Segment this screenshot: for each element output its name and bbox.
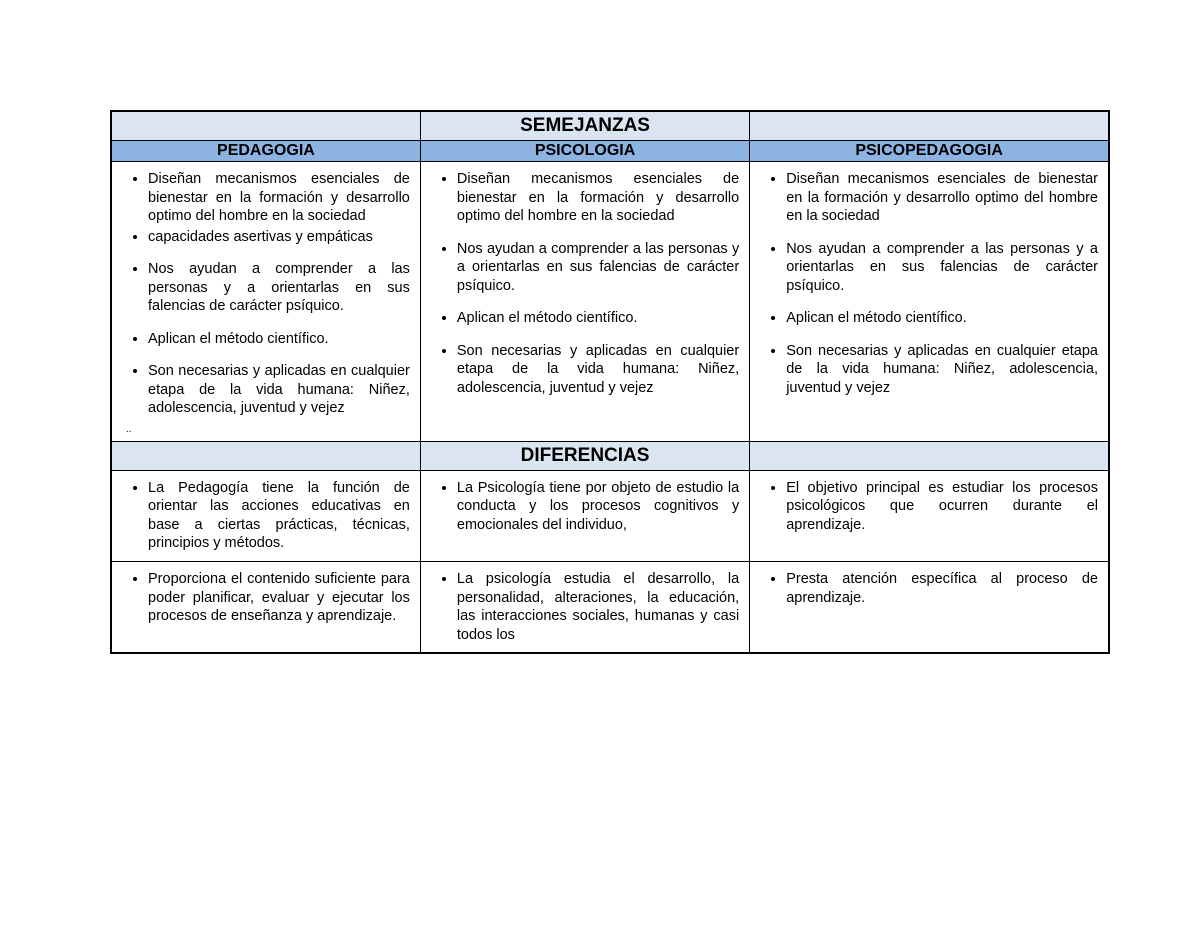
list-item: Son necesarias y aplicadas en cualquier … xyxy=(148,362,410,418)
col-header-psicologia: PSICOLOGIA xyxy=(420,141,749,162)
list-item: capacidades asertivas y empáticas xyxy=(148,228,410,247)
diferencias-psicologia-1: La Psicología tiene por objeto de estudi… xyxy=(420,470,749,561)
diferencias-row-1: La Pedagogía tiene la función de orienta… xyxy=(111,470,1109,561)
bullet-list: Presta atención específica al proceso de… xyxy=(760,570,1098,607)
bullet-list: Diseñan mecanismos esenciales de bienest… xyxy=(431,170,739,397)
list-item: La Psicología tiene por objeto de estudi… xyxy=(457,479,739,535)
list-item: Aplican el método científico. xyxy=(457,309,739,328)
section-title-row-semejanzas: SEMEJANZAS xyxy=(111,111,1109,141)
diferencias-psicopedagogia-2: Presta atención específica al proceso de… xyxy=(750,562,1109,654)
bullet-list: Diseñan mecanismos esenciales de bienest… xyxy=(122,170,410,418)
diferencias-pedagogia-2: Proporciona el contenido suficiente para… xyxy=(111,562,420,654)
col-header-pedagogia: PEDAGOGIA xyxy=(111,141,420,162)
diferencias-psicopedagogia-1: El objetivo principal es estudiar los pr… xyxy=(750,470,1109,561)
list-item: Son necesarias y aplicadas en cualquier … xyxy=(457,342,739,398)
diferencias-psicologia-2: La psicología estudia el desarrollo, la … xyxy=(420,562,749,654)
trailing-marker: .. xyxy=(122,424,410,437)
list-item: Presta atención específica al proceso de… xyxy=(786,570,1098,607)
section-title-row-diferencias: DIFERENCIAS xyxy=(111,441,1109,470)
semejanzas-pedagogia-cell: Diseñan mecanismos esenciales de bienest… xyxy=(111,162,420,442)
comparison-table: SEMEJANZAS PEDAGOGIA PSICOLOGIA PSICOPED… xyxy=(110,110,1110,654)
list-item: Diseñan mecanismos esenciales de bienest… xyxy=(457,170,739,226)
semejanzas-psicologia-cell: Diseñan mecanismos esenciales de bienest… xyxy=(420,162,749,442)
section-title-semejanzas: SEMEJANZAS xyxy=(420,111,749,141)
section-title-blank-left xyxy=(111,111,420,141)
list-item: Diseñan mecanismos esenciales de bienest… xyxy=(786,170,1098,226)
semejanzas-content-row: Diseñan mecanismos esenciales de bienest… xyxy=(111,162,1109,442)
list-item: Nos ayudan a comprender a las personas y… xyxy=(148,260,410,316)
list-item: El objetivo principal es estudiar los pr… xyxy=(786,479,1098,535)
diferencias-pedagogia-1: La Pedagogía tiene la función de orienta… xyxy=(111,470,420,561)
bullet-list: El objetivo principal es estudiar los pr… xyxy=(760,479,1098,535)
col-header-psicopedagogia: PSICOPEDAGOGIA xyxy=(750,141,1109,162)
list-item: Nos ayudan a comprender a las personas y… xyxy=(457,240,739,296)
section-title-diferencias: DIFERENCIAS xyxy=(420,441,749,470)
list-item: Diseñan mecanismos esenciales de bienest… xyxy=(148,170,410,226)
section-title-blank-left-2 xyxy=(111,441,420,470)
bullet-list: La psicología estudia el desarrollo, la … xyxy=(431,570,739,644)
bullet-list: Proporciona el contenido suficiente para… xyxy=(122,570,410,626)
column-header-row: PEDAGOGIA PSICOLOGIA PSICOPEDAGOGIA xyxy=(111,141,1109,162)
list-item: Aplican el método científico. xyxy=(786,309,1098,328)
list-item: Son necesarias y aplicadas en cualquier … xyxy=(786,342,1098,398)
bullet-list: La Psicología tiene por objeto de estudi… xyxy=(431,479,739,535)
semejanzas-psicopedagogia-cell: Diseñan mecanismos esenciales de bienest… xyxy=(750,162,1109,442)
document-page: SEMEJANZAS PEDAGOGIA PSICOLOGIA PSICOPED… xyxy=(0,0,1200,654)
list-item: La Pedagogía tiene la función de orienta… xyxy=(148,479,410,553)
section-title-blank-right xyxy=(750,111,1109,141)
list-item: Proporciona el contenido suficiente para… xyxy=(148,570,410,626)
diferencias-row-2: Proporciona el contenido suficiente para… xyxy=(111,562,1109,654)
list-item: Aplican el método científico. xyxy=(148,330,410,349)
list-item: La psicología estudia el desarrollo, la … xyxy=(457,570,739,644)
section-title-blank-right-2 xyxy=(750,441,1109,470)
bullet-list: Diseñan mecanismos esenciales de bienest… xyxy=(760,170,1098,397)
list-item: Nos ayudan a comprender a las personas y… xyxy=(786,240,1098,296)
bullet-list: La Pedagogía tiene la función de orienta… xyxy=(122,479,410,553)
